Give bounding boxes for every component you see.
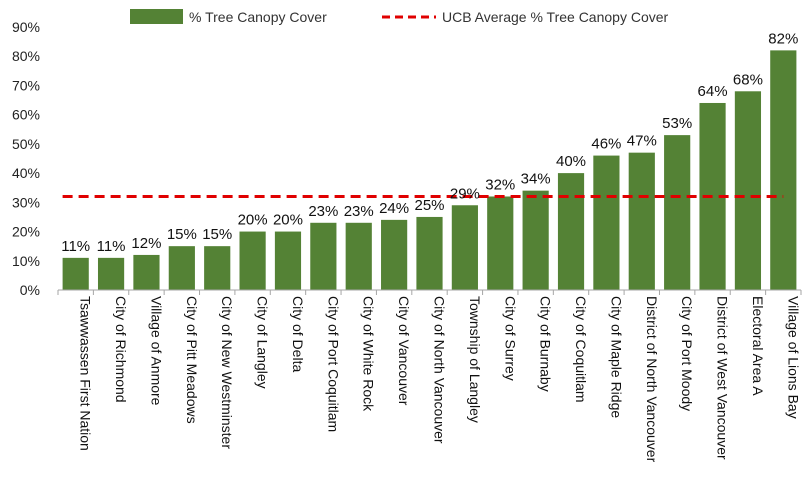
data-label: 47% bbox=[627, 133, 657, 150]
data-labels: 11% 11% 12% 15% 15% 20% 20% 23% 23% 24% 25% 29% 32% 3… bbox=[61, 30, 798, 254]
bar bbox=[133, 254, 160, 290]
data-label: 32% bbox=[485, 176, 515, 193]
x-category-label: City of Langley bbox=[255, 296, 271, 389]
y-tick-label: 60% bbox=[12, 107, 40, 123]
x-category-label: Village of Anmore bbox=[148, 296, 164, 406]
bar bbox=[557, 173, 585, 290]
bar bbox=[310, 222, 337, 290]
y-tick-label: 0% bbox=[20, 282, 40, 298]
bar bbox=[734, 91, 762, 291]
x-category-label: City of Port Moody bbox=[679, 296, 695, 411]
y-tick-label: 40% bbox=[12, 165, 40, 181]
y-tick-label: 70% bbox=[12, 77, 40, 93]
bar bbox=[770, 50, 797, 290]
bar bbox=[487, 196, 514, 290]
y-tick-label: 80% bbox=[12, 48, 40, 64]
data-label: 23% bbox=[308, 203, 338, 220]
legend: % Tree Canopy Cover UCB Average % Tree C… bbox=[130, 9, 669, 25]
y-tick-label: 90% bbox=[12, 19, 40, 35]
data-label: 15% bbox=[202, 226, 232, 243]
x-category-label: City of Burnaby bbox=[538, 296, 554, 392]
data-label: 29% bbox=[450, 185, 480, 202]
bar bbox=[522, 190, 549, 290]
x-category-label: City of Pitt Meadows bbox=[184, 296, 200, 424]
bar bbox=[593, 155, 620, 290]
x-category-label: City of Delta bbox=[290, 296, 306, 372]
data-label: 20% bbox=[238, 212, 268, 229]
y-tick-label: 30% bbox=[12, 194, 40, 210]
bars bbox=[62, 50, 797, 291]
x-category-label: District of West Vancouver bbox=[715, 296, 731, 460]
y-tick-label: 10% bbox=[12, 253, 40, 269]
x-category-label: City of North Vancouver bbox=[432, 296, 448, 444]
bar bbox=[274, 231, 302, 290]
x-category-label: Electoral Area A bbox=[750, 296, 766, 396]
x-category-label: City of White Rock bbox=[361, 296, 377, 412]
x-category-label: City of Richmond bbox=[113, 296, 129, 403]
x-category-label: Tsawwassen First Nation bbox=[78, 296, 94, 451]
legend-bar-label: % Tree Canopy Cover bbox=[189, 9, 327, 25]
data-label: 82% bbox=[768, 30, 798, 47]
x-category-label: City of Surrey bbox=[502, 296, 518, 381]
bar bbox=[239, 231, 266, 290]
bar bbox=[381, 219, 408, 290]
x-category-label: Village of Lions Bay bbox=[785, 296, 801, 419]
y-tick-label: 50% bbox=[12, 136, 40, 152]
x-category-label: District of North Vancouver bbox=[644, 296, 660, 463]
data-label: 40% bbox=[556, 153, 586, 170]
bar bbox=[345, 222, 372, 290]
data-label: 20% bbox=[273, 212, 303, 229]
data-label: 68% bbox=[733, 71, 763, 88]
data-label: 11% bbox=[97, 238, 126, 255]
bar bbox=[168, 246, 195, 290]
data-label: 46% bbox=[591, 136, 621, 153]
legend-bar-swatch bbox=[130, 9, 183, 24]
x-category-label: City of Coquitlam bbox=[573, 296, 589, 403]
data-label: 23% bbox=[344, 203, 374, 220]
legend-reference-label: UCB Average % Tree Canopy Cover bbox=[442, 9, 669, 25]
data-label: 64% bbox=[698, 83, 728, 100]
bar bbox=[97, 257, 125, 290]
bar bbox=[451, 205, 478, 290]
y-tick-label: 20% bbox=[12, 224, 40, 240]
data-label: 15% bbox=[167, 226, 197, 243]
bar bbox=[628, 152, 655, 290]
x-category-label: City of Vancouver bbox=[396, 296, 412, 406]
x-category-label: Township of Langley bbox=[467, 296, 483, 423]
x-category-label: City of New Westminster bbox=[219, 296, 235, 449]
bar bbox=[664, 135, 691, 290]
data-label: 11% bbox=[61, 238, 90, 255]
x-axis-ticks: Tsawwassen First Nation City of Richmond V… bbox=[57, 290, 802, 463]
bar bbox=[204, 246, 231, 290]
x-category-label: City of Port Coquitlam bbox=[325, 296, 341, 432]
data-label: 24% bbox=[379, 200, 409, 217]
data-label: 53% bbox=[662, 115, 692, 132]
y-axis-ticks: 0% 10% 20% 30% 40% 50% 60% 70% 80% 90% bbox=[12, 19, 40, 298]
bar bbox=[62, 257, 89, 290]
data-label: 25% bbox=[414, 197, 444, 214]
x-category-label: City of Maple Ridge bbox=[608, 296, 624, 418]
bar bbox=[416, 216, 443, 290]
data-label: 12% bbox=[131, 235, 161, 252]
data-label: 34% bbox=[521, 171, 551, 188]
